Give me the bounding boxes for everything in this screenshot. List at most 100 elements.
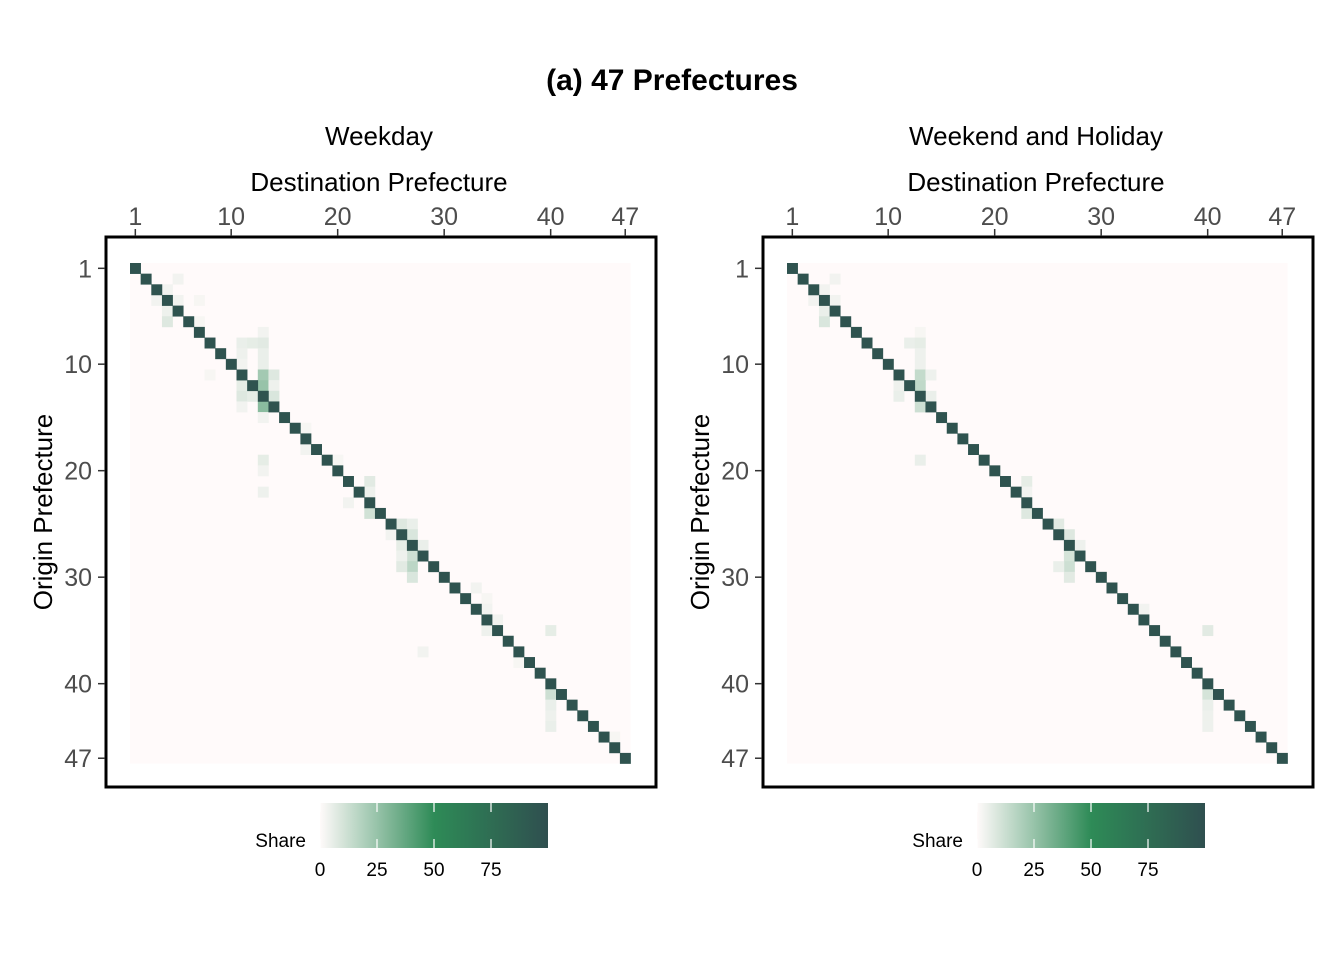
y-tick-label: 47: [721, 745, 749, 773]
heatmap-cell-diagonal: [1031, 507, 1043, 519]
heatmap-cell-diagonal: [978, 454, 990, 466]
heatmap-cell: [914, 358, 926, 370]
heatmap-cell: [257, 380, 269, 392]
heatmap-cell-diagonal: [1063, 539, 1075, 551]
heatmap-cell: [193, 294, 205, 306]
heatmap-cell: [364, 476, 376, 487]
heatmap-cell-diagonal: [861, 337, 873, 349]
heatmap-cell-diagonal: [1053, 529, 1065, 541]
heatmap-cell-diagonal: [1042, 518, 1054, 530]
heatmap-cell-diagonal: [850, 326, 862, 338]
y-tick-label: 20: [64, 458, 92, 486]
heatmap-cell-diagonal: [172, 305, 184, 317]
heatmap-cell-diagonal: [321, 454, 333, 466]
heatmap-cell: [204, 369, 216, 381]
heatmap-cell-diagonal: [332, 465, 344, 477]
x-tick-label: 1: [128, 203, 142, 231]
heatmap-cell-diagonal: [797, 273, 809, 285]
heatmap-cell: [406, 571, 418, 583]
heatmap-cell: [818, 284, 830, 296]
heatmap-cell: [914, 326, 926, 338]
heatmap-cell-diagonal: [936, 412, 948, 424]
x-tick-label: 10: [217, 203, 245, 231]
heatmap-cell: [257, 348, 269, 360]
heatmap-cell-diagonal: [492, 625, 504, 637]
heatmap-cell: [236, 348, 248, 360]
heatmap-cell: [1202, 625, 1214, 637]
panel-2: Weekend and Holiday Destination Prefectur…: [685, 121, 1315, 881]
heatmap-cell-diagonal: [438, 571, 450, 583]
legend-title: Share: [912, 831, 963, 852]
heatmap-cell-diagonal: [1000, 476, 1011, 487]
heatmap-cell-diagonal: [1266, 742, 1278, 754]
x-tick-label: 40: [1194, 203, 1222, 231]
heatmap-cell-diagonal: [1149, 625, 1161, 637]
heatmap-cell-diagonal: [1202, 678, 1214, 690]
heatmap-cell-diagonal: [257, 390, 269, 402]
heatmap-cell-diagonal: [1010, 486, 1022, 498]
y-axis-title: Origin Prefecture: [685, 414, 715, 611]
heatmap-cell: [247, 390, 259, 402]
heatmap-cell-diagonal: [1170, 646, 1182, 658]
heatmap-cell: [257, 465, 269, 477]
heatmap-cell: [818, 316, 830, 328]
heatmap-cell: [161, 316, 173, 328]
y-tick-label: 10: [64, 351, 92, 379]
heatmap-cell: [1202, 720, 1214, 732]
heatmap-cell: [545, 699, 557, 711]
heatmap-cell-diagonal: [787, 263, 798, 274]
panel-1: Weekday Destination Prefecture Origin Pref…: [28, 121, 658, 881]
x-axis-title: Destination Prefecture: [907, 167, 1164, 197]
heatmap-cell-diagonal: [513, 646, 525, 658]
heatmap-cell-diagonal: [566, 699, 578, 711]
heatmap-cell: [1053, 561, 1065, 573]
heatmap-cell-diagonal: [449, 582, 461, 594]
heatmap-cell: [1053, 518, 1065, 530]
heatmap-cell: [545, 625, 557, 637]
legend-tick-label: 75: [1137, 860, 1158, 881]
heatmap-cell-diagonal: [968, 444, 979, 455]
heatmap-cell-diagonal: [1138, 614, 1150, 626]
heatmap-cell-diagonal: [1223, 699, 1235, 711]
heatmap-cell: [236, 390, 248, 402]
heatmap-cell: [161, 284, 173, 296]
heatmap-cell: [1074, 539, 1086, 551]
heatmap-cell-diagonal: [364, 497, 376, 509]
heatmap-cell: [161, 305, 173, 317]
heatmap-cell: [172, 294, 184, 306]
panel-border: [104, 235, 658, 789]
heatmap-cell-diagonal: [808, 284, 820, 296]
heatmap-cell-diagonal: [183, 316, 195, 328]
heatmap-cell: [300, 422, 312, 434]
heatmap-cell-diagonal: [587, 720, 599, 732]
heatmap-cell-diagonal: [524, 657, 535, 668]
heatmap-cell-diagonal: [1127, 603, 1139, 615]
heatmap-cell: [1063, 571, 1075, 583]
legend-tick-label: 25: [366, 860, 387, 881]
heatmap-cell: [545, 710, 557, 722]
heatmap-cell: [914, 369, 926, 381]
heatmap-cell-diagonal: [534, 667, 546, 679]
heatmap-cell: [492, 614, 504, 626]
heatmap-cell: [406, 550, 418, 562]
x-tick-label: 30: [430, 203, 458, 231]
heatmap-cell-diagonal: [1244, 720, 1256, 732]
heatmap-cell: [925, 390, 937, 402]
y-tick-label: 10: [721, 351, 749, 379]
heatmap-cell: [914, 337, 926, 349]
panel-title: Weekday: [325, 121, 433, 151]
y-tick-label: 30: [721, 564, 749, 592]
heatmap-cell: [1063, 550, 1075, 562]
heatmap-cell-diagonal: [957, 433, 969, 445]
heatmap-cell-diagonal: [161, 294, 173, 306]
heatmap-cell: [257, 337, 269, 349]
legend-title: Share: [255, 831, 306, 852]
x-tick-label: 20: [981, 203, 1009, 231]
heatmap-cell: [1063, 529, 1075, 541]
heatmap-cell-diagonal: [417, 550, 429, 562]
heatmap-cell: [818, 305, 830, 317]
heatmap-cell: [1021, 486, 1033, 498]
heatmap-cell: [925, 369, 937, 381]
heatmap-cell: [247, 337, 259, 349]
heatmap-cell-diagonal: [343, 476, 354, 487]
